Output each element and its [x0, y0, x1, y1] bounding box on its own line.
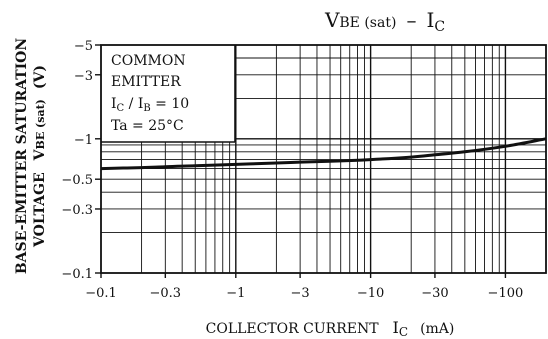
y-tick-label: −0.5 [61, 173, 93, 188]
x-tick-label: −3 [291, 286, 310, 301]
y-axis-label-line2: VOLTAGEVBE (sat)(V) [32, 65, 48, 248]
y-tick-label: −0.3 [61, 203, 93, 218]
chart-title: VBE (sat) – IC [324, 8, 445, 35]
legend: COMMON EMITTER IC / IB = 10 Ta = 25°C [101, 45, 236, 143]
y-tick-label: −1 [74, 133, 93, 148]
y-tick-label: −0.1 [61, 267, 93, 282]
legend-line-ratio: IC / IB = 10 [111, 96, 189, 114]
x-axis-label: COLLECTOR CURRENT IC (mA) [206, 318, 455, 339]
legend-line-emitter: EMITTER [111, 74, 181, 90]
y-tick-labels: −5 −3 −1 −0.5 −0.3 −0.1 [61, 39, 101, 282]
x-tick-label: −1 [226, 286, 245, 301]
y-axis-label-line1: BASE-EMITTER SATURATION [14, 38, 30, 275]
x-tick-labels: −0.1 −0.3 −1 −3 −10 −30 −100 [85, 273, 523, 301]
legend-box [101, 45, 235, 142]
x-tick-label: −100 [488, 286, 524, 301]
legend-line-temperature: Ta = 25°C [111, 118, 184, 134]
y-tick-label: −5 [74, 39, 93, 54]
x-tick-label: −0.1 [85, 286, 117, 301]
plot-frame [100, 44, 547, 274]
x-tick-label: −30 [421, 286, 448, 301]
series-line-vbe-sat [100, 137, 547, 171]
x-tick-label: −0.3 [150, 286, 182, 301]
legend-line-common: COMMON [111, 53, 186, 69]
y-tick-label: −3 [74, 69, 93, 84]
x-tick-label: −10 [357, 286, 384, 301]
